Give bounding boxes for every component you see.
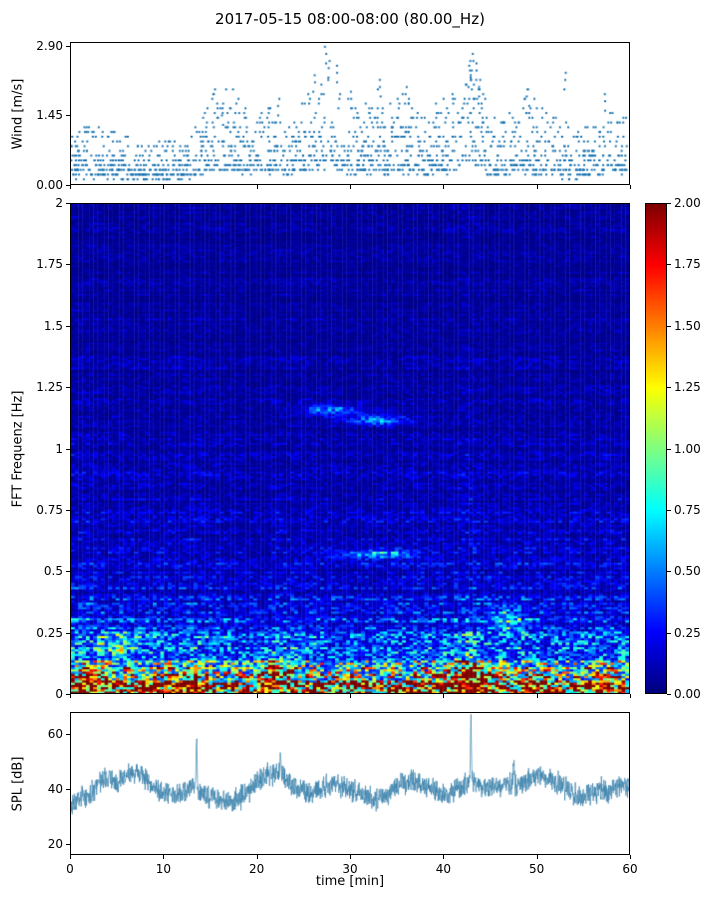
- tick-label: 0.75: [36, 502, 63, 517]
- tick-mark: [66, 734, 70, 735]
- tick-label: 30: [342, 862, 358, 876]
- tick-label: 1.45: [36, 108, 63, 123]
- tick-label: 20: [47, 837, 63, 851]
- tick-label: 0.25: [674, 625, 701, 640]
- tick-mark: [667, 203, 671, 204]
- spectrogram-axes: [70, 203, 630, 694]
- tick-label: 0.5: [43, 564, 63, 579]
- wind-scatter-plot: [71, 43, 629, 184]
- tick-label: 2.00: [674, 196, 701, 210]
- tick-mark: [66, 571, 70, 573]
- colorbar-axes: [645, 203, 667, 694]
- tick-mark: [66, 632, 70, 634]
- tick-label: 2.90: [36, 38, 63, 53]
- tick-label: 1.50: [674, 318, 701, 333]
- tick-mark: [443, 694, 445, 698]
- tick-mark: [70, 855, 71, 859]
- spl-line-plot: [71, 713, 629, 854]
- wind-ylabel: Wind [m/s]: [10, 78, 26, 149]
- tick-mark: [66, 448, 70, 450]
- tick-mark: [70, 694, 71, 698]
- tick-mark: [667, 694, 671, 695]
- tick-label: 1.00: [674, 441, 701, 456]
- tick-mark: [667, 632, 671, 634]
- chart-title: 2017-05-15 08:00-08:00 (80.00_Hz): [215, 10, 485, 28]
- tick-mark: [667, 264, 671, 266]
- tick-label: 0.75: [674, 502, 701, 517]
- tick-mark: [66, 185, 70, 186]
- tick-label: 0.00: [674, 687, 701, 701]
- tick-mark: [443, 855, 445, 859]
- tick-label: 1.25: [36, 380, 63, 395]
- tick-mark: [667, 571, 671, 573]
- tick-label: 1.75: [674, 257, 701, 272]
- tick-mark: [630, 694, 631, 698]
- tick-label: 1.5: [43, 318, 63, 333]
- tick-label: 40: [47, 782, 63, 796]
- tick-label: 1.75: [36, 257, 63, 272]
- spl-axes: [70, 712, 630, 855]
- tick-label: 0.00: [36, 178, 63, 192]
- spl-ylabel: SPL [dB]: [10, 756, 26, 811]
- tick-mark: [667, 387, 671, 389]
- tick-mark: [667, 509, 671, 511]
- tick-mark: [350, 694, 351, 698]
- tick-label: 1: [55, 441, 63, 456]
- tick-label: 20: [249, 862, 265, 876]
- tick-mark: [630, 185, 631, 189]
- tick-mark: [66, 325, 70, 327]
- tick-label: 10: [155, 862, 171, 876]
- tick-label: 40: [435, 862, 451, 876]
- tick-mark: [163, 185, 165, 189]
- tick-mark: [66, 694, 70, 695]
- tick-mark: [66, 115, 70, 117]
- tick-mark: [536, 185, 538, 189]
- tick-label: 0.25: [36, 625, 63, 640]
- tick-mark: [667, 448, 671, 450]
- tick-mark: [350, 855, 351, 859]
- tick-mark: [256, 694, 258, 698]
- tick-label: 0: [55, 687, 63, 701]
- tick-mark: [163, 855, 165, 859]
- tick-label: 0.50: [674, 564, 701, 579]
- tick-mark: [66, 789, 70, 790]
- tick-mark: [667, 325, 671, 327]
- tick-label: 0: [66, 862, 74, 876]
- tick-mark: [66, 387, 70, 389]
- tick-label: 2: [55, 196, 63, 210]
- tick-mark: [630, 855, 631, 859]
- tick-mark: [536, 694, 538, 698]
- spectrogram-ylabel: FFT Frequenz [Hz]: [10, 390, 26, 507]
- tick-mark: [536, 855, 538, 859]
- tick-label: 60: [622, 862, 638, 876]
- tick-mark: [256, 185, 258, 189]
- tick-mark: [66, 844, 70, 845]
- tick-mark: [66, 45, 70, 47]
- colorbar-gradient: [646, 204, 666, 693]
- tick-mark: [256, 855, 258, 859]
- tick-label: 60: [47, 727, 63, 741]
- time-xlabel: time [min]: [315, 874, 385, 889]
- wind-axes: [70, 42, 630, 185]
- spectrogram-heatmap: [71, 204, 629, 693]
- tick-label: 1.25: [674, 380, 701, 395]
- tick-label: 50: [529, 862, 545, 876]
- tick-mark: [66, 264, 70, 266]
- tick-mark: [163, 694, 165, 698]
- tick-mark: [350, 185, 351, 189]
- tick-mark: [443, 185, 445, 189]
- tick-mark: [66, 203, 70, 204]
- tick-mark: [70, 185, 71, 189]
- tick-mark: [66, 509, 70, 511]
